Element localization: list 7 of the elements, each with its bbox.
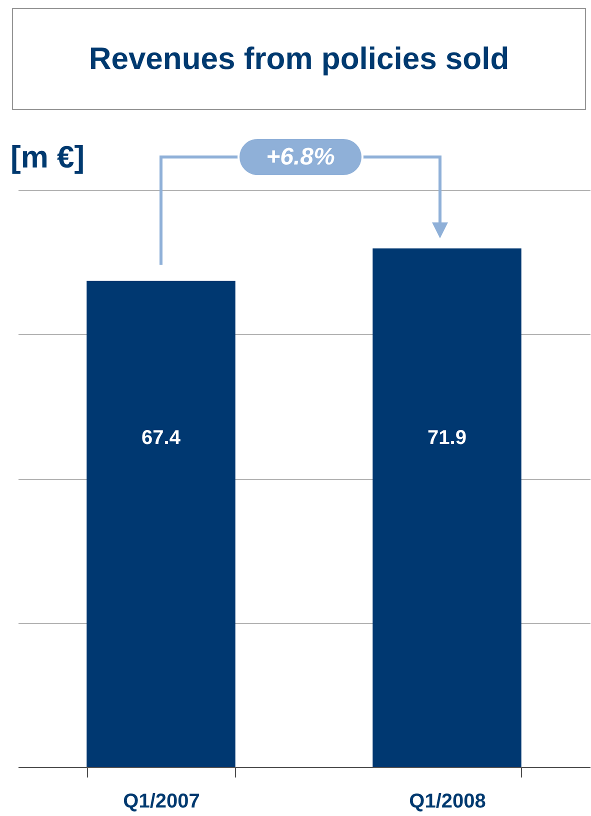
data-label: 67.4 [142,427,182,449]
x-tick-label: Q1/2008 [409,790,486,812]
x-tick-label: Q1/2007 [123,790,200,812]
text: +6.8% [266,143,335,170]
chart-title: Revenues from policies sold [12,8,586,110]
data-label: 71.9 [428,427,466,449]
y-axis-title: [m €] [10,140,85,174]
